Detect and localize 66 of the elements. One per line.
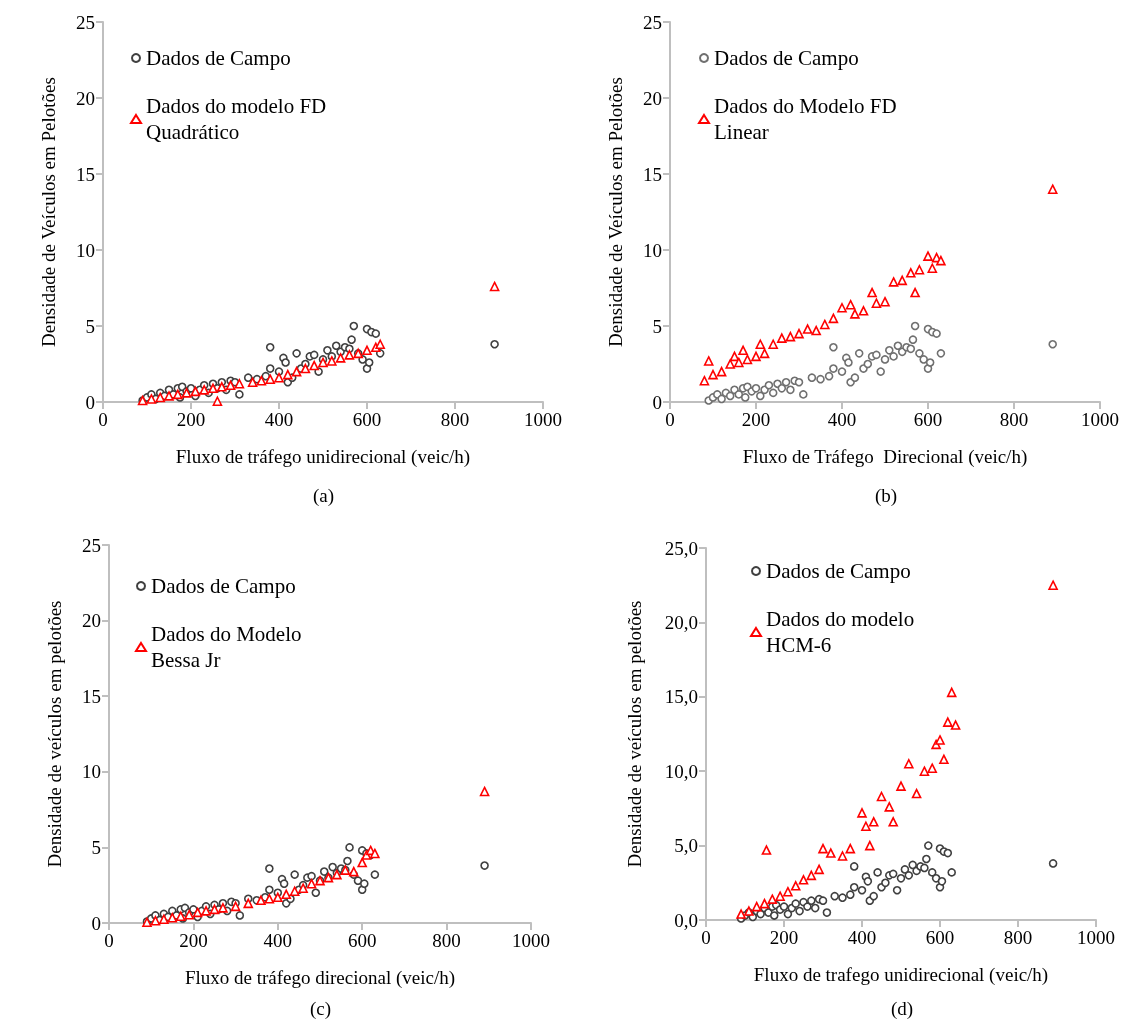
x-tick-label: 800: [432, 930, 461, 951]
x-axis-title: Fluxo de trafego unidirecional (veic/h): [753, 964, 1049, 986]
y-tick-label: 15: [643, 163, 662, 185]
x-tick-label: 600: [352, 409, 382, 430]
x-tick-label: 1000: [1081, 409, 1119, 430]
y-tick-label: 0: [85, 391, 95, 413]
x-tick-label: 200: [176, 409, 206, 430]
y-tick-label: 15,0: [664, 686, 698, 708]
text: (a): [313, 485, 335, 507]
y-axis-title: Densidade de Veículos em Pelotões: [605, 77, 626, 347]
y-tick-label: 15: [76, 163, 95, 185]
y-tick-label: 10: [643, 239, 662, 261]
x-tick-label: 400: [847, 927, 877, 948]
x-tick-label: 200: [769, 927, 799, 948]
y-tick-label: 5,0: [674, 835, 698, 857]
y-tick-label: 5: [85, 315, 95, 337]
y-tick-label: 5: [652, 315, 662, 337]
x-tick-label: 800: [999, 409, 1029, 430]
y-tick-label: 20: [643, 87, 662, 109]
y-axis-title: Densidade de veículos em pelotões: [624, 600, 645, 868]
x-axis-title: Fluxo de tráfego direcional (veic/h): [184, 967, 456, 989]
y-axis-title: Densidade de veículos em pelotões: [44, 600, 65, 868]
x-tick-label: 0: [701, 927, 711, 948]
x-axis-title: Fluxo de Tráfego Direcional (veic/h): [742, 446, 1028, 468]
y-axis-title: Densidade de Veículos em Pelotões: [38, 77, 59, 347]
x-tick-label: 400: [263, 930, 293, 951]
y-tick-label: 25: [82, 534, 101, 556]
legend-label: Dados de Campo: [766, 559, 911, 583]
y-tick-label: 20: [82, 610, 101, 632]
x-tick-label: 800: [440, 409, 470, 430]
text: (b): [875, 485, 898, 507]
text: (d): [891, 998, 914, 1020]
x-tick-label: 1000: [1077, 927, 1115, 948]
y-tick-label: 25: [76, 11, 95, 33]
x-axis-title: Fluxo de tráfego unidirecional (veic/h): [175, 446, 471, 468]
y-tick-label: 10: [82, 761, 101, 783]
legend-label: Dados do modelo HCM-6: [766, 607, 920, 657]
y-tick-label: 0: [91, 912, 101, 934]
legend-label: Dados do modelo FD Quadrático: [146, 94, 332, 144]
y-tick-label: 20: [76, 87, 95, 109]
legend-label: Dados de Campo: [714, 46, 859, 70]
y-tick-label: 10: [76, 239, 95, 261]
x-tick-label: 0: [104, 930, 114, 951]
text: (c): [310, 998, 332, 1020]
legend-label: Dados do Modelo Bessa Jr: [151, 622, 307, 672]
x-tick-label: 600: [347, 930, 377, 951]
x-tick-label: 800: [1003, 927, 1033, 948]
x-tick-label: 600: [913, 409, 943, 430]
x-tick-label: 1000: [524, 409, 562, 430]
y-tick-label: 0,0: [674, 909, 698, 931]
legend-label: Dados de Campo: [151, 574, 296, 598]
x-tick-label: 400: [264, 409, 294, 430]
x-tick-label: 400: [827, 409, 857, 430]
y-tick-label: 15: [82, 685, 101, 707]
x-tick-label: 200: [179, 930, 208, 951]
y-tick-label: 20,0: [664, 611, 698, 633]
y-tick-label: 0: [652, 391, 662, 413]
y-tick-label: 5: [91, 836, 101, 858]
y-tick-label: 10,0: [664, 760, 698, 782]
x-tick-label: 200: [741, 409, 771, 430]
y-tick-label: 25,0: [664, 537, 698, 559]
y-tick-label: 25: [643, 11, 662, 33]
legend-label: Dados de Campo: [146, 46, 291, 70]
legend-label: Dados do Modelo FD Linear: [714, 94, 902, 144]
x-tick-label: 600: [925, 927, 955, 948]
x-tick-label: 1000: [512, 930, 550, 951]
